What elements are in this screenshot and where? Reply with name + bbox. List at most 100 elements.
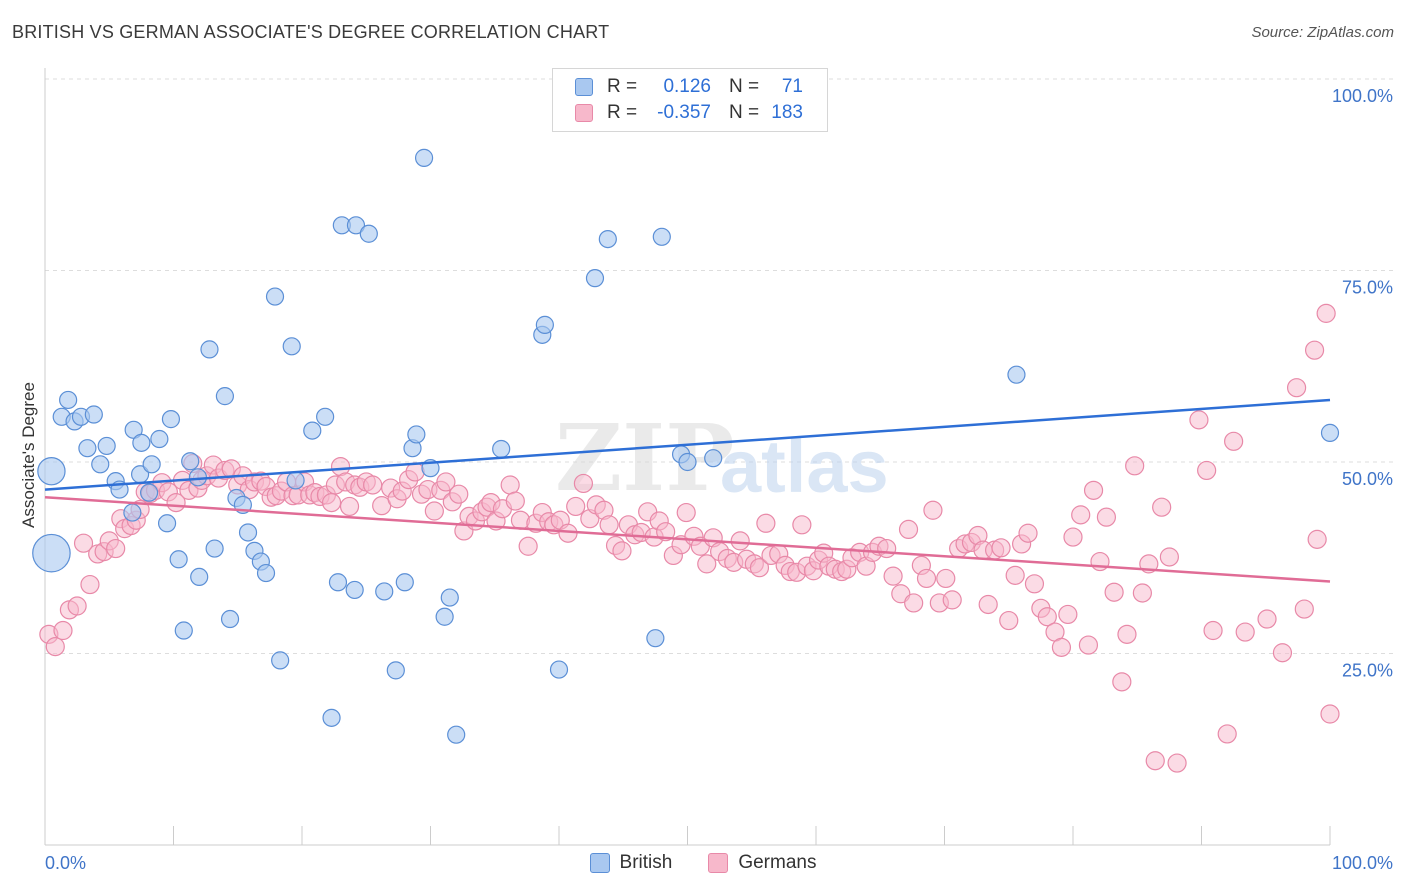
british-point: [652, 227, 671, 246]
british-point: [78, 439, 97, 458]
germans-point: [1197, 460, 1217, 481]
germans-point: [978, 594, 998, 615]
germans-point: [942, 590, 962, 610]
germans-point: [1272, 643, 1293, 663]
germans-point: [1286, 378, 1307, 398]
germans-point: [612, 541, 632, 561]
germans-point: [1132, 583, 1152, 603]
british-swatch: [589, 853, 610, 873]
source-label: Source: ZipAtlas.com: [1251, 24, 1394, 41]
germans-point: [73, 533, 94, 553]
germans-point: [1189, 410, 1209, 430]
british-point: [123, 503, 142, 522]
germans-point: [1078, 635, 1099, 655]
tick-labels: 100.0% 75.0% 50.0% 25.0% 0.0% 100.0%: [45, 86, 1393, 873]
y-tick-label: 75.0%: [1342, 278, 1393, 298]
legend-item-germans[interactable]: Germans: [708, 852, 816, 874]
legend-row-british: R = 0.126 N = 71: [575, 75, 803, 99]
germans-point: [1112, 672, 1132, 692]
legend-row-germans: R = -0.357 N = 183: [575, 101, 803, 125]
british-point: [447, 725, 466, 744]
germans-point: [749, 558, 770, 578]
y-tick-label: 50.0%: [1342, 469, 1393, 489]
germans-point: [877, 538, 897, 559]
british-point: [157, 514, 177, 533]
stats-legend: R = 0.126 N = 71 R = -0.357 N = 183: [552, 68, 828, 132]
british-point: [286, 471, 305, 490]
legend-item-british[interactable]: British: [589, 852, 673, 874]
germans-point: [510, 510, 531, 530]
british-point: [215, 387, 234, 406]
british-point: [200, 340, 219, 359]
germans-point: [339, 496, 360, 517]
british-point: [265, 287, 285, 306]
germans-swatch: [708, 853, 729, 873]
british-point: [142, 455, 161, 474]
british-point: [414, 148, 434, 167]
british-point: [535, 315, 554, 334]
british-point: [181, 452, 200, 471]
germans-point: [1307, 529, 1327, 549]
germans-trend-line: [44, 495, 1331, 583]
germans-point: [756, 513, 776, 533]
british-point: [97, 436, 116, 456]
british-point: [132, 433, 151, 452]
british-point: [678, 452, 697, 472]
germans-point: [436, 472, 456, 492]
british-point: [492, 439, 511, 459]
british-point: [386, 661, 405, 680]
germans-swatch: [575, 104, 593, 122]
germans-point: [1024, 574, 1045, 594]
germans-point: [1257, 609, 1277, 629]
germans-point: [80, 574, 100, 595]
germans-point: [898, 519, 919, 540]
germans-point: [1083, 480, 1104, 500]
germans-point: [500, 475, 520, 495]
british-point: [328, 573, 348, 592]
british-point: [316, 407, 335, 426]
british-points: [32, 148, 1340, 744]
british-point: [585, 269, 605, 288]
germans-point: [573, 473, 594, 494]
germans-point: [1235, 622, 1255, 642]
germans-point: [1005, 565, 1025, 585]
british-point: [169, 550, 188, 569]
n-label: N =: [729, 102, 760, 123]
british-point: [407, 425, 426, 444]
germans-point: [1159, 547, 1179, 567]
british-point: [220, 609, 240, 629]
germans-point: [1294, 599, 1314, 619]
r-value: 0.126: [663, 76, 711, 97]
germans-point: [1063, 527, 1083, 547]
grid-lines: [45, 78, 1395, 654]
r-value: -0.357: [657, 102, 711, 123]
british-point: [346, 216, 366, 235]
british-point: [1320, 423, 1340, 442]
germans-point: [936, 568, 956, 589]
y-tick-label: 100.0%: [1332, 86, 1393, 106]
germans-point: [1117, 624, 1137, 644]
british-point: [375, 582, 394, 601]
germans-point: [45, 637, 65, 657]
x-tick-label: 100.0%: [1332, 853, 1393, 873]
germans-point: [67, 596, 87, 616]
british-point: [91, 455, 110, 474]
n-value: 183: [771, 102, 803, 123]
germans-point: [923, 500, 943, 520]
germans-point: [1096, 507, 1117, 527]
british-point: [704, 449, 723, 468]
british-point: [271, 651, 290, 670]
british-point: [303, 421, 322, 440]
r-label: R =: [607, 76, 638, 97]
british-point: [174, 621, 193, 640]
germans-point: [363, 475, 383, 495]
germans-point: [676, 502, 696, 523]
germans-point: [1058, 604, 1078, 625]
british-point: [84, 405, 103, 424]
legend-label-british: British: [619, 852, 673, 873]
germans-point: [321, 492, 342, 513]
british-point: [190, 567, 209, 587]
germans-point: [1316, 303, 1336, 323]
germans-point: [1125, 456, 1145, 476]
